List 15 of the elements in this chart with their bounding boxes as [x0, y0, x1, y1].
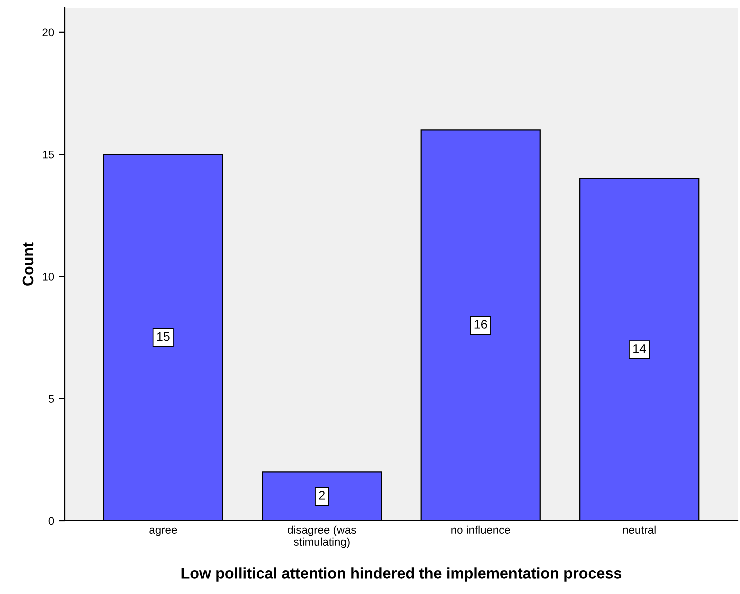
x-axis-title: Low pollitical attention hindered the implementation process [182, 568, 622, 582]
x-tick-label: agree [150, 528, 178, 536]
y-tick-label: 10 [43, 272, 54, 281]
data-label: 16 [474, 320, 488, 329]
y-tick-label: 15 [43, 150, 54, 159]
data-label: 2 [319, 491, 325, 500]
y-tick-label: 20 [42, 28, 54, 37]
x-tick-label: neutral [623, 526, 656, 534]
y-axis-title: Count [22, 242, 34, 286]
data-label: 14 [634, 344, 646, 354]
y-tick-label: 0 [48, 517, 54, 526]
x-tick-label: no influence [452, 526, 510, 534]
y-tick-label: 5 [48, 395, 54, 403]
data-label: 15 [157, 332, 170, 342]
x-tick-label: disagree (was stimulating) [288, 526, 356, 548]
